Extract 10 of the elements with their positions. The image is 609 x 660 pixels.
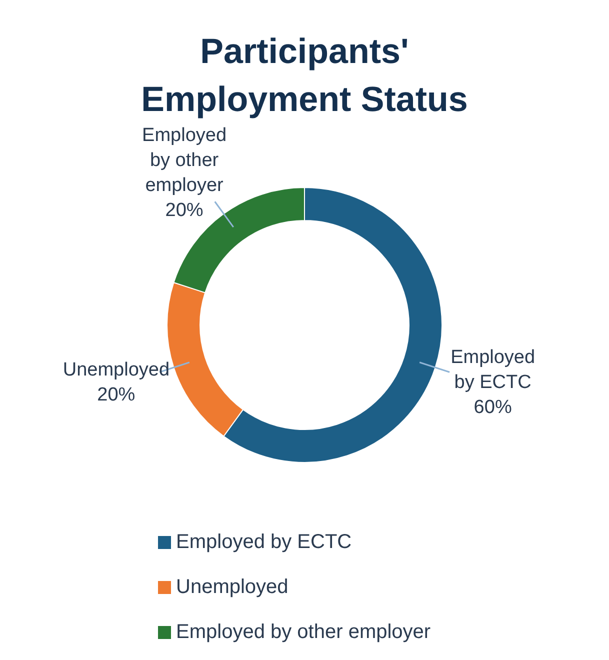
data-label: 20% — [97, 384, 136, 406]
slice-label: Employed by other employer — [142, 125, 227, 196]
legend-label: Employed by ECTC — [176, 531, 352, 554]
data-label: 60% — [474, 397, 512, 418]
slice-label: Employed by ECTC — [450, 347, 536, 394]
legend-label: Unemployed — [176, 576, 288, 599]
data-label: 20% — [165, 200, 204, 222]
slice-label: Unemployed — [62, 360, 170, 381]
legend-label: Employed by other employer — [176, 621, 431, 644]
chart-title: Participants' Employment Status — [140, 31, 469, 121]
